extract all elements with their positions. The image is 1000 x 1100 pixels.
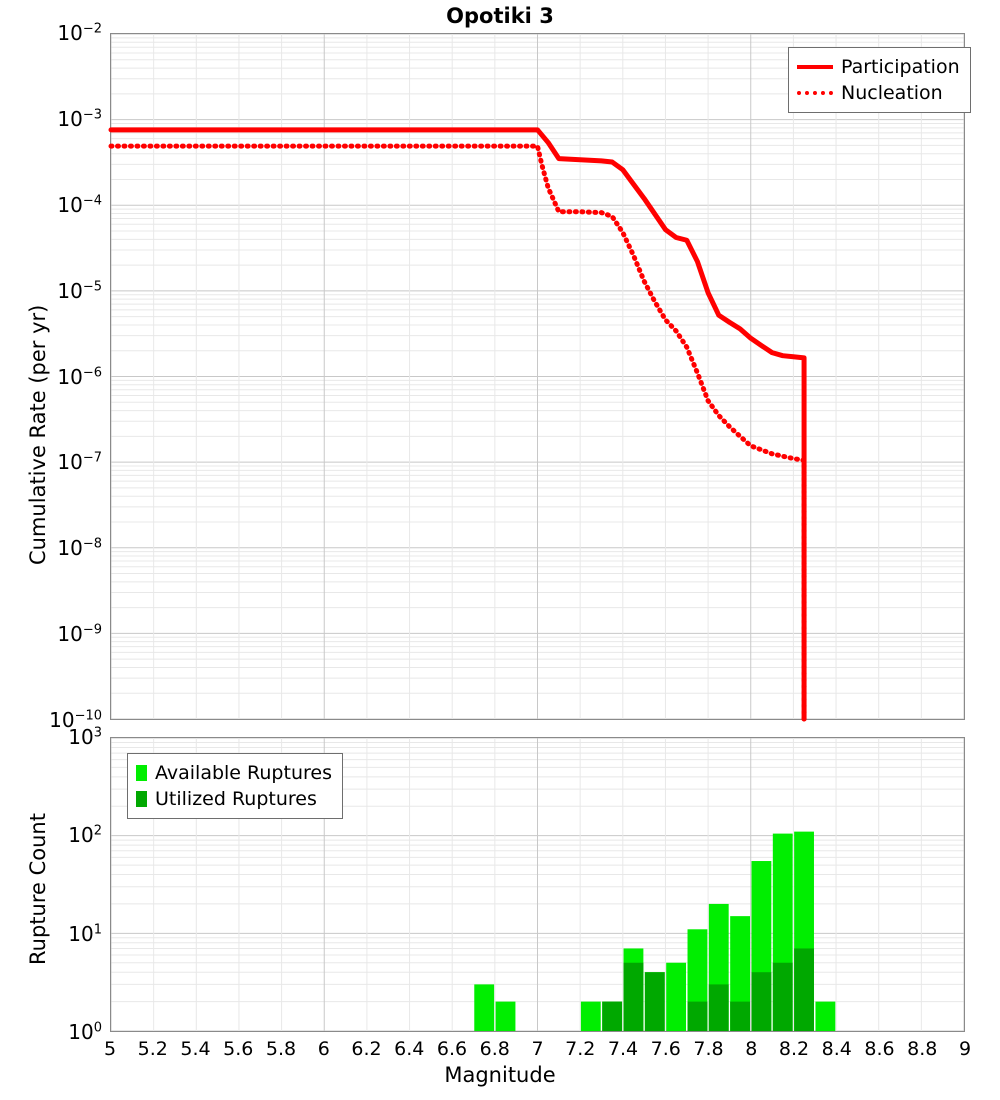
x-tick-label: 7.4 <box>607 1038 639 1060</box>
y-tick-label: 10−7 <box>57 450 102 475</box>
x-tick-label: 9 <box>958 1038 972 1060</box>
x-tick-label: 7 <box>531 1038 544 1060</box>
x-tick-label: 8.4 <box>821 1038 852 1060</box>
x-tick-label: 5.8 <box>265 1038 297 1060</box>
y-tick-label: 102 <box>68 823 102 848</box>
bottom-panel-legend: Available Ruptures Utilized Ruptures <box>127 753 343 819</box>
legend-item-nucleation: Nucleation <box>797 80 960 106</box>
bottom-panel-gridlines <box>111 738 964 1031</box>
bottom-panel-bars <box>474 831 836 1031</box>
y-tick-label: 10−5 <box>57 278 102 303</box>
top-panel-y-axis-label: Cumulative Rate (per yr) <box>26 304 50 565</box>
utilized-ruptures-swatch-icon <box>136 791 147 807</box>
y-tick-label: 10−8 <box>57 536 102 561</box>
cumulative-rate-chart <box>108 33 965 722</box>
x-axis-label: Magnitude <box>444 1063 556 1087</box>
x-tick-label: 8.6 <box>864 1038 895 1060</box>
x-tick-label: 8 <box>745 1038 758 1060</box>
nucleation-line-icon <box>797 91 833 95</box>
y-tick-label: 10−4 <box>57 192 102 217</box>
x-tick-label: 6 <box>317 1038 330 1060</box>
x-tick-label: 8.8 <box>907 1038 938 1060</box>
legend-label-participation: Participation <box>841 56 960 78</box>
x-tick-label: 6.4 <box>394 1038 425 1060</box>
top-panel-legend: Participation Nucleation <box>788 47 971 113</box>
x-tick-label: 7.8 <box>693 1038 724 1060</box>
top-panel-gridlines <box>111 34 964 719</box>
y-tick-label: 10−2 <box>57 21 102 45</box>
participation-line-icon <box>797 65 833 69</box>
legend-item-utilized-ruptures: Utilized Ruptures <box>136 786 332 812</box>
x-tick-label: 5.4 <box>180 1038 211 1060</box>
bottom-panel-y-axis-label: Rupture Count <box>26 813 50 965</box>
x-tick-label: 6.8 <box>479 1038 510 1060</box>
x-tick-label: 5 <box>103 1038 117 1060</box>
x-tick-label: 7.2 <box>565 1038 596 1060</box>
x-tick-label: 7.6 <box>650 1038 681 1060</box>
y-tick-label: 10−10 <box>49 708 102 732</box>
page-title: Opotiki 3 <box>446 4 554 28</box>
x-tick-label: 8.2 <box>778 1038 810 1060</box>
y-tick-label: 10−3 <box>57 106 102 131</box>
y-tick-label: 103 <box>68 725 102 749</box>
x-tick-label: 6.2 <box>351 1038 382 1060</box>
rupture-count-chart <box>110 737 965 1032</box>
legend-item-available-ruptures: Available Ruptures <box>136 760 332 786</box>
legend-label-utilized-ruptures: Utilized Ruptures <box>155 788 317 810</box>
top-panel-curves <box>108 127 807 722</box>
legend-item-participation: Participation <box>797 54 960 80</box>
available-ruptures-swatch-icon <box>136 765 147 781</box>
y-tick-label: 10−9 <box>57 622 102 647</box>
y-tick-label: 101 <box>68 921 102 946</box>
x-tick-label: 6.6 <box>436 1038 468 1060</box>
y-tick-label: 10−6 <box>57 364 102 389</box>
legend-label-available-ruptures: Available Ruptures <box>155 762 332 784</box>
x-tick-label: 5.6 <box>223 1038 254 1060</box>
legend-label-nucleation: Nucleation <box>841 82 943 104</box>
x-tick-label: 5.2 <box>137 1038 168 1060</box>
y-tick-label: 100 <box>68 1020 102 1044</box>
